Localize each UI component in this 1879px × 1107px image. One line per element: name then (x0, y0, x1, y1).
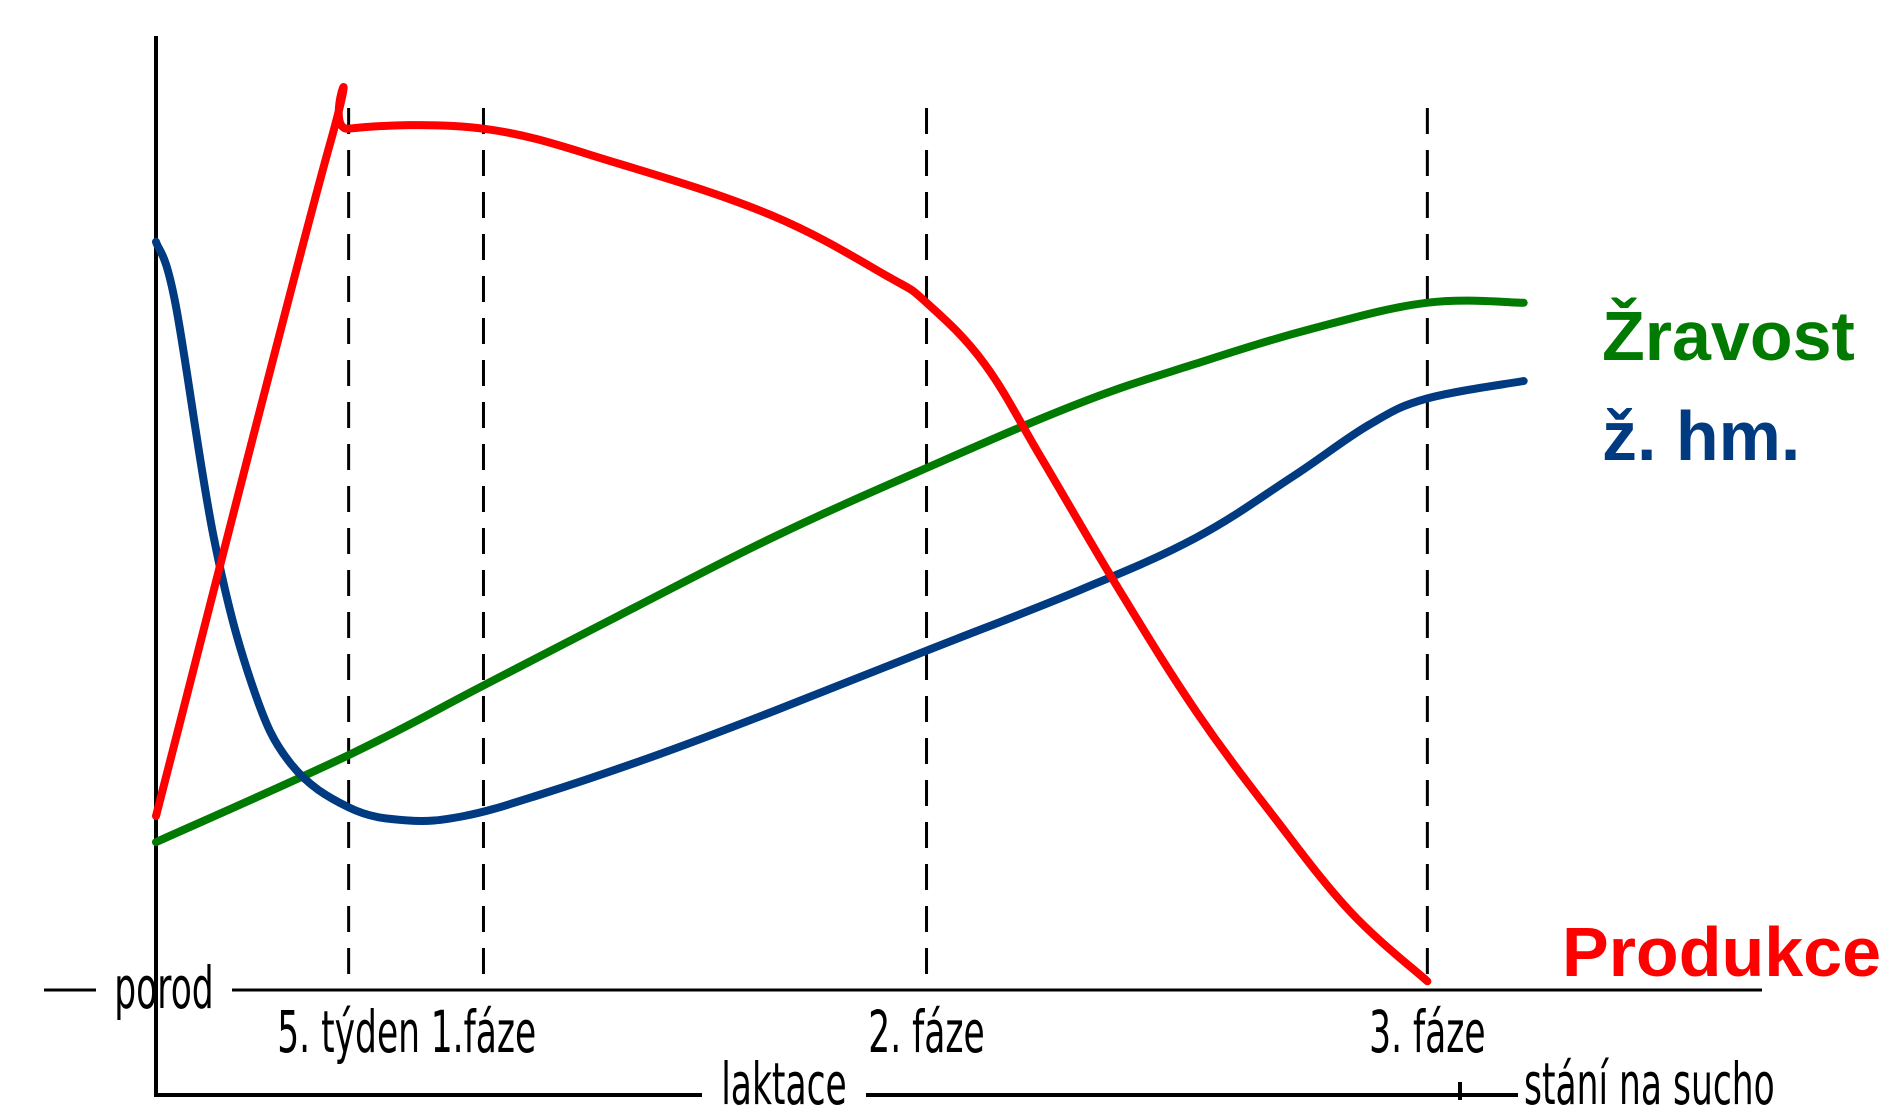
legend-z-hm: ž. hm. (1602, 397, 1800, 475)
phase-label-1: 1.fáze (431, 1000, 537, 1067)
series-line-2 (152, 237, 1528, 825)
phase-labels: 5. týden 1.fáze 2. fáze 3. fáze (277, 1000, 1485, 1067)
phase-label-3: 3. fáze (1369, 1000, 1485, 1067)
series-lines (152, 83, 1528, 986)
legend-zravost: Žravost (1602, 296, 1855, 375)
series-line-0 (152, 83, 1432, 986)
phase-label-2: 2. fáze (868, 1000, 984, 1067)
series-line-1 (152, 296, 1528, 847)
legend-produkce: Produkce (1562, 913, 1879, 991)
origin-label: porod (114, 956, 213, 1023)
period-dry-label: stání na sucho (1524, 1052, 1775, 1107)
phase-lines (347, 108, 1429, 990)
phase-label-0: 5. týden (277, 1000, 420, 1067)
period-laktace-label: laktace (721, 1052, 847, 1107)
